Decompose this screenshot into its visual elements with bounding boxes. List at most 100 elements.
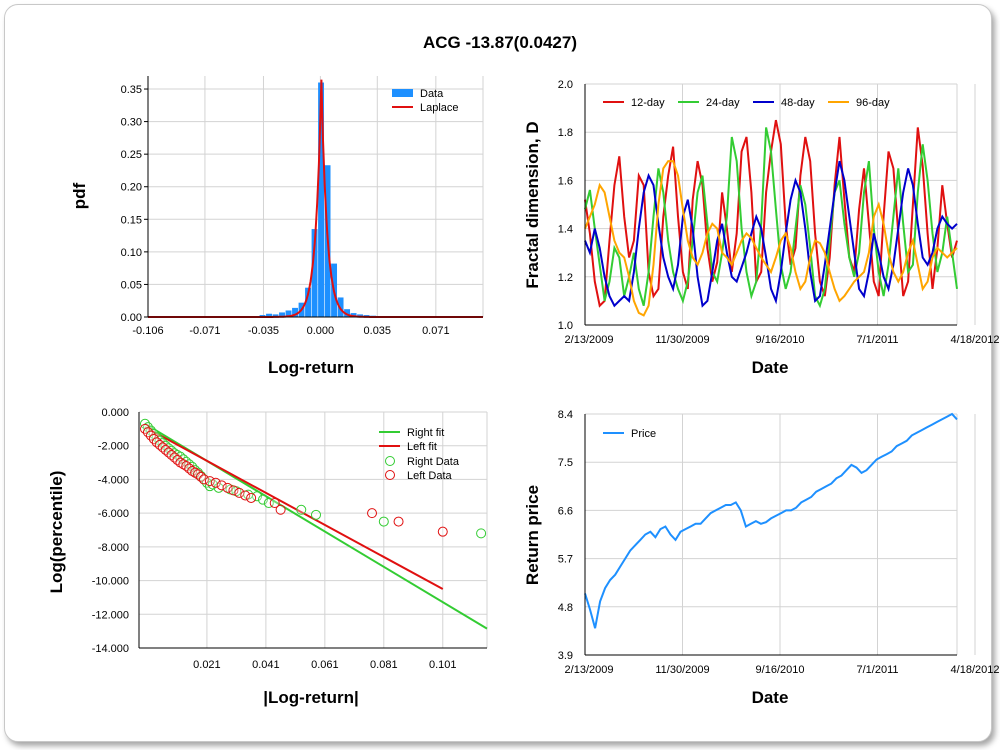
fractal-x-tick-label: 11/30/2009	[655, 334, 709, 346]
tail-left-data-point	[204, 476, 215, 487]
tail-right-data-point	[296, 504, 307, 515]
pdf-x-axis-title: Log-return	[268, 358, 354, 377]
tail-y-tick-label: -14.000	[92, 643, 129, 655]
price-y-tick-label: 8.4	[558, 409, 573, 421]
pdf-legend-label-data: Data	[420, 88, 444, 100]
fractal-x-tick-label: 4/18/2012	[951, 334, 1000, 346]
fractal-legend-label: 48-day	[781, 97, 815, 109]
pdf-legend-swatch-data	[392, 89, 413, 97]
price-series-line	[584, 412, 958, 629]
tail-right-data-point	[257, 494, 268, 505]
tail-left-data-point	[216, 480, 227, 491]
price-x-tick-label: 9/16/2010	[756, 664, 805, 676]
fractal-y-tick-label: 1.4	[558, 224, 573, 236]
tail-y-tick-label: -2.000	[98, 441, 129, 453]
pdf-bar	[318, 82, 325, 317]
price-y-tick-label: 3.9	[558, 650, 573, 662]
fractal-y-tick-label: 1.6	[558, 175, 573, 187]
pdf-x-tick-label: 0.000	[307, 325, 335, 337]
tail-legend-label-right-fit: Right fit	[407, 427, 444, 439]
tail-right-data-point	[311, 509, 321, 520]
fractal-series-line	[584, 160, 958, 308]
pdf-bar	[350, 313, 357, 317]
fractal-x-axis-title: Date	[752, 358, 789, 377]
pdf-y-tick-label: 0.10	[121, 247, 142, 259]
chart-frame	[4, 4, 992, 742]
pdf-bar	[344, 309, 351, 317]
tail-legend-swatch-right-data	[385, 456, 395, 466]
fractal-y-tick-label: 1.2	[558, 272, 573, 284]
pdf-y-tick-label: 0.25	[121, 149, 142, 161]
fractal-legend-label: 96-day	[856, 97, 890, 109]
price-y-axis-title: Return price	[523, 485, 542, 585]
tail-x-tick-label: 0.081	[370, 659, 398, 671]
tail-right-data-point	[378, 516, 389, 527]
pdf-x-tick-label: 0.035	[364, 325, 392, 337]
tail-left-data-point	[198, 474, 209, 485]
tail-left-data-point	[240, 490, 251, 501]
tail-x-tick-label: 0.101	[429, 659, 457, 671]
tail-left-data-point	[222, 482, 233, 493]
fractal-x-tick-label: 2/13/2009	[565, 334, 614, 346]
tail-left-fit-line	[144, 426, 444, 590]
tail-left-data-point	[228, 485, 239, 496]
pdf-x-tick-label: 0.071	[422, 325, 450, 337]
tail-left-data-point	[367, 508, 378, 519]
fractal-x-tick-label: 7/1/2011	[856, 334, 898, 346]
fractal-y-tick-label: 1.8	[558, 127, 573, 139]
tail-legend-label-right-data: Right Data	[407, 456, 460, 468]
fractal-legend-label: 12-day	[631, 97, 665, 109]
tail-y-axis-title: Log(percentile)	[47, 471, 66, 594]
fractal-series-line	[584, 160, 958, 317]
fractal-x-tick-label: 9/16/2010	[756, 334, 805, 346]
pdf-x-tick-label: -0.106	[132, 325, 163, 337]
tail-left-data-point	[246, 492, 257, 503]
tail-left-data-point	[275, 504, 286, 515]
pdf-y-tick-label: 0.15	[121, 214, 142, 226]
price-y-tick-label: 6.6	[558, 505, 573, 517]
pdf-legend-label-laplace: Laplace	[420, 102, 459, 114]
tail-left-data-point	[210, 477, 221, 488]
tail-x-tick-label: 0.061	[311, 659, 339, 671]
pdf-bar	[311, 229, 318, 317]
tail-left-data-point	[187, 466, 198, 476]
tail-x-tick-label: 0.041	[252, 659, 280, 671]
tail-right-data-point	[252, 491, 263, 502]
price-legend-label: Price	[631, 428, 656, 440]
tail-y-tick-label: -6.000	[98, 508, 129, 520]
tail-x-tick-label: 0.021	[193, 659, 221, 671]
pdf-y-tick-label: 0.30	[121, 117, 142, 129]
tail-y-tick-label: -8.000	[98, 542, 129, 554]
pdf-y-tick-label: 0.00	[121, 312, 142, 324]
tail-legend-label-left-fit: Left fit	[407, 441, 437, 453]
fractal-y-tick-label: 1.0	[558, 320, 573, 332]
pdf-bar	[266, 313, 272, 317]
price-y-tick-label: 7.5	[558, 457, 573, 469]
fractal-series-line	[584, 127, 958, 309]
fractal-legend-label: 24-day	[706, 97, 740, 109]
pdf-bar	[357, 314, 364, 317]
price-x-tick-label: 2/13/2009	[565, 664, 614, 676]
price-y-tick-label: 5.7	[558, 554, 573, 566]
tail-left-data-point	[437, 526, 448, 537]
pdf-x-tick-label: -0.071	[189, 325, 220, 337]
pdf-bar	[279, 312, 285, 317]
tail-left-data-point	[234, 487, 245, 498]
pdf-y-axis-title: pdf	[70, 182, 89, 209]
tail-y-tick-label: -12.000	[92, 609, 129, 621]
tail-right-data-point	[476, 528, 487, 539]
price-x-axis-title: Date	[752, 688, 789, 707]
tail-left-data-point	[175, 457, 186, 468]
pdf-bar	[292, 307, 298, 317]
price-y-tick-label: 4.8	[558, 602, 573, 614]
pdf-bar	[272, 314, 279, 317]
tail-legend-label-left-data: Left Data	[407, 470, 453, 482]
tail-y-tick-label: -4.000	[98, 474, 129, 486]
main-title: ACG -13.87(0.0427)	[422, 33, 578, 52]
tail-left-data-point	[393, 516, 404, 527]
tail-y-tick-label: 0.000	[101, 407, 129, 419]
fractal-y-axis-title: Fractal dimension, D	[523, 121, 542, 288]
pdf-bar	[285, 310, 292, 317]
pdf-y-tick-label: 0.05	[121, 279, 142, 291]
